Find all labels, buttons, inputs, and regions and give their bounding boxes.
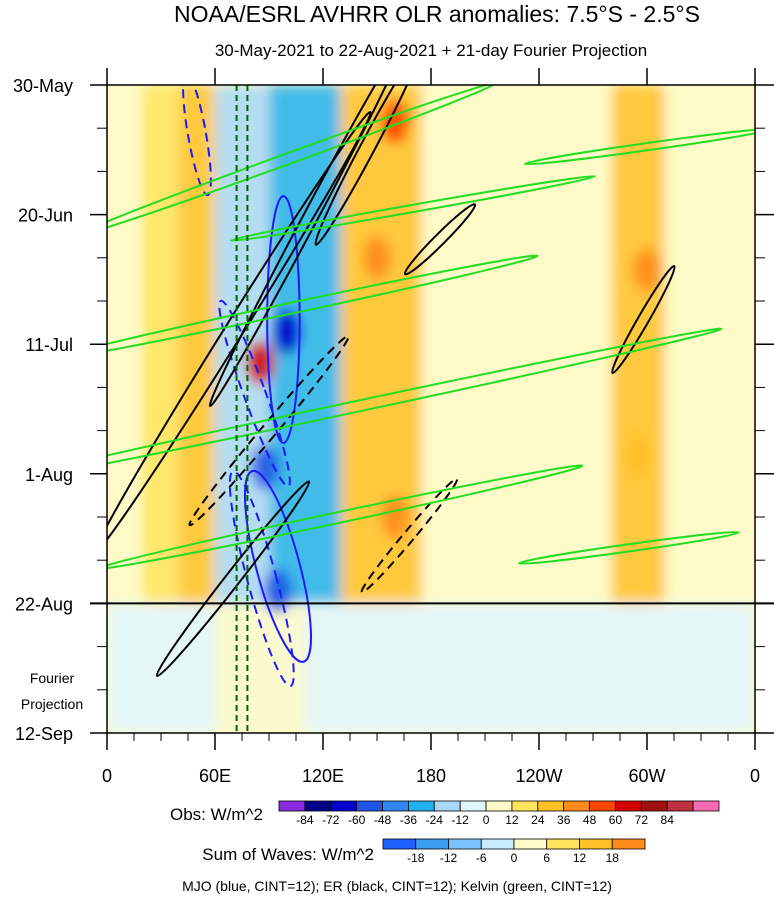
field-band-5 bbox=[422, 85, 485, 603]
waves-legend-level-4: 6 bbox=[543, 851, 550, 865]
waves-legend-swatch-2 bbox=[449, 839, 482, 849]
x-tick-label-6: 0 bbox=[750, 766, 760, 786]
obs-colorbar: -84 -72 -60 -48 -36 -24 -12 0 12 24 36 48 60 72 84 bbox=[279, 801, 719, 827]
obs-legend-level-2: -60 bbox=[348, 813, 366, 827]
projection-label-line1: Fourier bbox=[30, 670, 75, 686]
waves-legend-swatch-1 bbox=[416, 839, 449, 849]
waves-legend-level-5: 12 bbox=[573, 851, 587, 865]
waves-legend-level-6: 18 bbox=[606, 851, 620, 865]
waves-legend-level-1: -12 bbox=[440, 851, 458, 865]
waves-legend-level-0: -18 bbox=[407, 851, 425, 865]
obs-legend-swatch-14 bbox=[641, 801, 667, 811]
obs-legend-swatch-6 bbox=[434, 801, 460, 811]
y-tick-label-3: 1-Aug bbox=[25, 465, 73, 485]
field-band-9 bbox=[107, 603, 755, 733]
obs-legend-level-8: 12 bbox=[505, 813, 519, 827]
y-tick-label-2: 11-Jul bbox=[25, 335, 73, 355]
field-hotspot-8 bbox=[624, 433, 652, 477]
field-band-7 bbox=[611, 85, 665, 603]
obs-legend-label: Obs: W/m^2 bbox=[170, 805, 263, 824]
obs-legend-swatch-11 bbox=[564, 801, 590, 811]
chart-subtitle: 30-May-2021 to 22-Aug-2021 + 21-day Four… bbox=[215, 41, 647, 60]
waves-legend-level-2: -6 bbox=[476, 851, 487, 865]
obs-legend-level-13: 72 bbox=[635, 813, 649, 827]
obs-legend-swatch-0 bbox=[279, 801, 305, 811]
obs-legend-swatch-7 bbox=[460, 801, 486, 811]
waves-legend-swatch-3 bbox=[481, 839, 514, 849]
waves-legend-swatch-4 bbox=[514, 839, 547, 849]
field-hotspot-1 bbox=[363, 236, 391, 280]
obs-legend-level-5: -24 bbox=[426, 813, 444, 827]
obs-legend-swatch-4 bbox=[383, 801, 409, 811]
obs-legend-level-12: 60 bbox=[609, 813, 623, 827]
obs-legend-level-10: 36 bbox=[557, 813, 571, 827]
anomaly-field bbox=[107, 85, 755, 733]
obs-legend-level-6: -12 bbox=[452, 813, 470, 827]
obs-legend-swatch-9 bbox=[512, 801, 538, 811]
obs-legend-level-0: -84 bbox=[296, 813, 314, 827]
obs-legend-swatch-10 bbox=[538, 801, 564, 811]
x-tick-label-5: 60W bbox=[628, 766, 665, 786]
footer-note: MJO (blue, CINT=12); ER (black, CINT=12)… bbox=[182, 878, 612, 894]
waves-colorbar: -18 -12 -6 0 6 12 18 bbox=[383, 839, 645, 865]
obs-legend-swatch-1 bbox=[305, 801, 331, 811]
x-tick-label-2: 120E bbox=[302, 766, 344, 786]
obs-legend-level-9: 24 bbox=[531, 813, 545, 827]
y-tick-label-5: 12-Sep bbox=[15, 724, 73, 744]
obs-legend-level-3: -48 bbox=[374, 813, 392, 827]
projection-label-line2: Projection bbox=[21, 696, 83, 712]
obs-legend-level-4: -36 bbox=[400, 813, 418, 827]
waves-legend-level-3: 0 bbox=[511, 851, 518, 865]
y-tick-label-4: 22-Aug bbox=[15, 594, 73, 614]
obs-legend-level-11: 48 bbox=[583, 813, 597, 827]
plot-area bbox=[0, 32, 770, 733]
waves-legend-swatch-7 bbox=[612, 839, 645, 849]
x-tick-label-4: 120W bbox=[515, 766, 562, 786]
obs-legend-level-1: -72 bbox=[322, 813, 340, 827]
waves-legend-swatch-0 bbox=[383, 839, 416, 849]
obs-legend-level-14: 84 bbox=[661, 813, 675, 827]
obs-legend-swatch-2 bbox=[331, 801, 357, 811]
waves-legend-label: Sum of Waves: W/m^2 bbox=[202, 845, 374, 864]
x-tick-label-1: 60E bbox=[199, 766, 231, 786]
y-tick-label-0: 30-May bbox=[13, 76, 73, 96]
waves-legend-swatch-5 bbox=[547, 839, 580, 849]
obs-legend-swatch-3 bbox=[357, 801, 383, 811]
field-band-0 bbox=[143, 85, 179, 603]
obs-legend-swatch-16 bbox=[693, 801, 719, 811]
obs-legend-swatch-15 bbox=[667, 801, 693, 811]
field-band-8 bbox=[665, 85, 728, 603]
obs-legend-swatch-12 bbox=[590, 801, 616, 811]
waves-legend-swatch-6 bbox=[580, 839, 613, 849]
obs-legend-level-7: 0 bbox=[483, 813, 490, 827]
obs-legend-swatch-13 bbox=[615, 801, 641, 811]
x-tick-label-0: 0 bbox=[102, 766, 112, 786]
x-tick-label-3: 180 bbox=[416, 766, 446, 786]
obs-legend-swatch-5 bbox=[408, 801, 434, 811]
y-tick-label-1: 20-Jun bbox=[18, 206, 73, 226]
obs-legend-swatch-8 bbox=[486, 801, 512, 811]
chart-title: NOAA/ESRL AVHRR OLR anomalies: 7.5°S - 2… bbox=[174, 1, 700, 27]
